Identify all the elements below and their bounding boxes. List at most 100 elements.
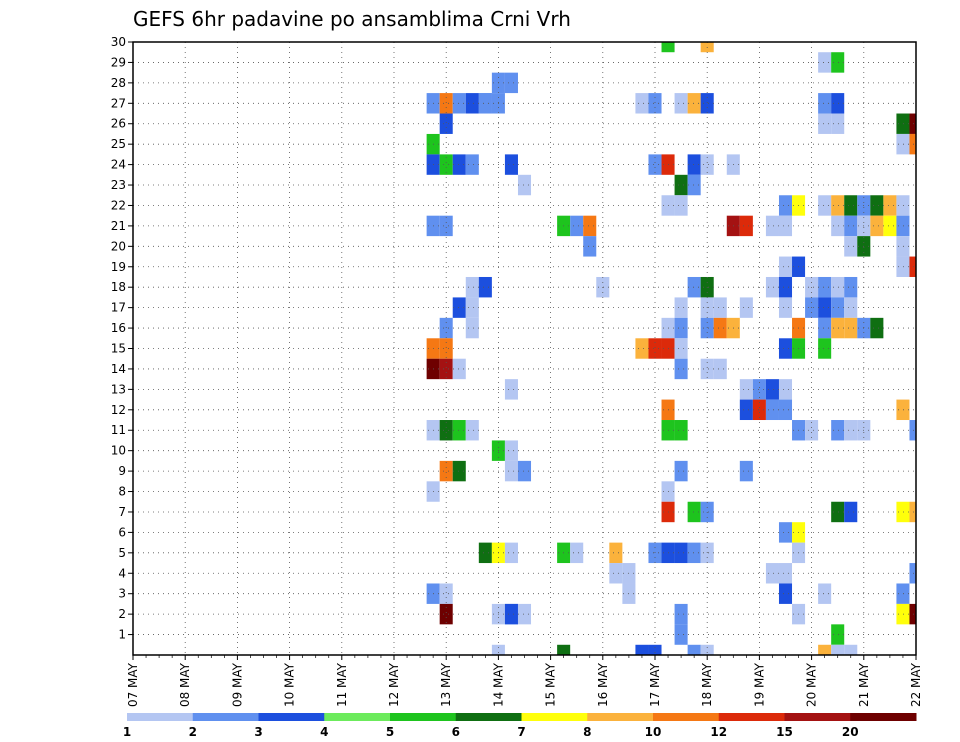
- heatmap-cell: [700, 154, 714, 175]
- legend-swatch: [718, 713, 785, 721]
- legend-label: 12: [710, 725, 727, 739]
- y-tick-label: 17: [111, 301, 126, 315]
- heatmap-cell: [870, 215, 884, 237]
- heatmap-cell: [504, 154, 518, 175]
- heatmap-cell: [909, 113, 916, 134]
- heatmap-cell: [674, 297, 688, 318]
- legend-label: 2: [189, 725, 197, 739]
- heatmap-cell: [831, 93, 845, 114]
- y-tick-label: 24: [111, 158, 126, 172]
- y-tick-label: 19: [111, 260, 126, 274]
- heatmap-cell: [439, 420, 453, 441]
- x-tick-label: 07 MAY: [126, 662, 140, 707]
- heatmap-cell: [478, 276, 492, 298]
- x-tick-label: 16 MAY: [596, 662, 610, 707]
- heatmap-cell: [818, 297, 832, 318]
- y-tick-label: 9: [118, 464, 126, 478]
- heatmap-cell: [557, 644, 571, 655]
- heatmap-cell: [674, 195, 688, 216]
- heatmap-cell: [687, 93, 701, 114]
- heatmap-cell: [739, 460, 753, 482]
- y-tick-label: 2: [118, 607, 126, 621]
- heatmap-cell: [844, 276, 858, 298]
- legend-swatch: [587, 713, 654, 721]
- heatmap-cell: [465, 276, 479, 298]
- legend-label: 8: [583, 725, 591, 739]
- legend-label: 1: [123, 725, 131, 739]
- heatmap-cell: [452, 297, 466, 318]
- legend-swatch: [521, 713, 588, 721]
- heatmap-cell: [778, 522, 793, 543]
- heatmap-cell: [831, 52, 845, 73]
- heatmap-cell: [713, 317, 727, 339]
- y-axis-ticks: 1234567891011121314151617181920212223242…: [111, 35, 133, 642]
- heatmap-cell: [909, 603, 916, 625]
- heatmap-cell: [778, 563, 793, 584]
- heatmap-cell: [778, 297, 793, 318]
- legend-swatch: [653, 713, 720, 721]
- heatmap-cell: [844, 644, 858, 655]
- heatmap-cell: [739, 379, 753, 400]
- legend-swatch: [455, 713, 522, 721]
- heatmap-cell: [896, 399, 910, 421]
- x-tick-label: 19 MAY: [752, 662, 766, 707]
- heatmap-cell: [687, 644, 701, 655]
- heatmap-cell: [648, 93, 662, 114]
- heatmap-cell: [674, 542, 688, 564]
- y-tick-label: 28: [111, 76, 126, 90]
- heatmap-cell: [700, 358, 714, 380]
- heatmap-cell: [609, 542, 623, 564]
- heatmap-cell: [570, 215, 584, 237]
- heatmap-cell: [778, 215, 793, 237]
- heatmap-cell: [648, 154, 662, 175]
- legend-label: 20: [842, 725, 859, 739]
- legend-swatch: [390, 713, 457, 721]
- legend-swatch: [784, 713, 851, 721]
- heatmap-cell: [687, 276, 701, 298]
- y-tick-label: 30: [111, 35, 126, 49]
- heatmap-cell: [818, 338, 832, 359]
- y-tick-label: 26: [111, 117, 126, 131]
- y-tick-label: 20: [111, 239, 126, 253]
- legend-swatch: [324, 713, 391, 721]
- heatmap-cell: [635, 644, 649, 655]
- y-tick-label: 18: [111, 280, 126, 294]
- heatmap-cell: [818, 113, 832, 134]
- heatmap-cell: [674, 624, 688, 645]
- heatmap-cell: [896, 603, 910, 625]
- x-axis-ticks: 07 MAY 08 MAY 09 MAY 10 MAY 11 MAY 12 MAY 13 M…: [126, 655, 923, 707]
- legend-swatch: [127, 713, 194, 721]
- y-tick-label: 12: [111, 403, 126, 417]
- heatmap-cell: [844, 195, 858, 216]
- heatmap-cell: [765, 563, 779, 584]
- heatmap-cell: [713, 297, 727, 318]
- heatmap-cell: [700, 93, 714, 114]
- heatmap-cell: [765, 379, 779, 400]
- heatmap-cell: [844, 215, 858, 237]
- y-tick-label: 7: [118, 505, 126, 519]
- heatmap-cell: [478, 93, 492, 114]
- heatmap-cell: [896, 256, 910, 277]
- legend-swatch: [258, 713, 325, 721]
- heatmap-cell: [674, 420, 688, 441]
- heatmap-cell: [635, 93, 649, 114]
- color-legend: 1 2 3 4 5 6 7 8 10 12 15 20: [123, 713, 917, 739]
- heatmap-cell: [465, 93, 479, 114]
- heatmap-cell: [439, 358, 453, 380]
- y-tick-label: 5: [118, 546, 126, 560]
- y-tick-label: 15: [111, 342, 126, 356]
- x-tick-label: 22 MAY: [909, 662, 923, 707]
- x-tick-label: 10 MAY: [283, 662, 297, 707]
- heatmap-cell: [517, 174, 532, 196]
- heatmap-cell: [661, 42, 675, 53]
- y-tick-label: 14: [111, 362, 126, 376]
- heatmap-cell: [765, 276, 779, 298]
- legend-label: 10: [645, 725, 662, 739]
- x-tick-label: 12 MAY: [387, 662, 401, 707]
- y-tick-label: 29: [111, 55, 126, 69]
- heatmap-cell: [648, 644, 662, 655]
- heatmap-cell: [831, 276, 845, 298]
- x-tick-label: 17 MAY: [648, 662, 662, 707]
- y-tick-label: 16: [111, 321, 126, 335]
